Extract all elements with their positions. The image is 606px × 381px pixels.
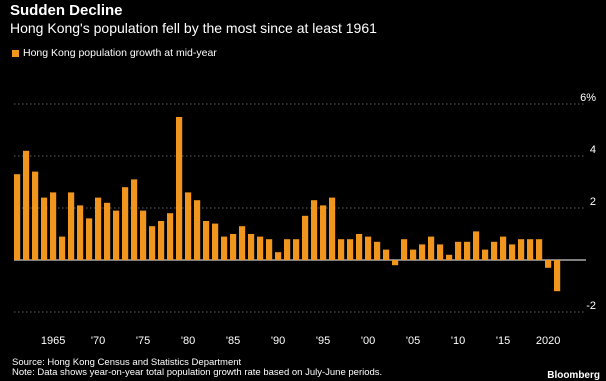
- bar: [446, 254, 453, 260]
- bar: [203, 221, 210, 260]
- bar: [554, 260, 561, 292]
- bar: [212, 223, 219, 260]
- legend-label: Hong Kong population growth at mid-year: [23, 47, 217, 59]
- bar: [302, 215, 309, 260]
- bar: [185, 192, 192, 260]
- bar: [266, 239, 273, 260]
- bar: [311, 200, 318, 260]
- y-tick-label: -2: [586, 300, 596, 312]
- bar: [365, 236, 372, 260]
- brand-logo: Bloomberg: [547, 370, 600, 381]
- bar: [509, 244, 516, 260]
- y-tick-label: 4: [590, 144, 596, 156]
- bar: [77, 205, 84, 260]
- bar: [437, 244, 444, 260]
- bar: [158, 221, 165, 260]
- bar: [59, 236, 66, 260]
- x-tick-label: 2020: [536, 335, 560, 347]
- bar: [176, 117, 183, 260]
- bar: [428, 236, 435, 260]
- bar: [50, 192, 57, 260]
- bar: [221, 236, 228, 260]
- bar: [518, 239, 525, 260]
- x-tick-label: '10: [451, 335, 465, 347]
- bar: [527, 239, 534, 260]
- bar: [41, 197, 48, 260]
- bar: [167, 213, 174, 260]
- bar: [248, 234, 255, 260]
- bar: [374, 241, 381, 260]
- bar: [122, 187, 129, 260]
- bar: [275, 252, 282, 260]
- bar: [86, 218, 93, 260]
- bar: [482, 249, 489, 260]
- bar: [410, 249, 417, 260]
- legend: Hong Kong population growth at mid-year: [12, 46, 217, 60]
- bar: [239, 226, 246, 260]
- bar: [500, 236, 507, 260]
- source-text: Source: Hong Kong Census and Statistics …: [12, 357, 242, 368]
- bar: [320, 205, 327, 260]
- bar: [113, 210, 120, 260]
- bar: [68, 192, 75, 260]
- chart-subtitle: Hong Kong's population fell by the most …: [10, 20, 377, 36]
- x-tick-label: '80: [181, 335, 195, 347]
- x-tick-label: '85: [226, 335, 240, 347]
- x-tick-label: '95: [316, 335, 330, 347]
- x-tick-label: '75: [136, 335, 150, 347]
- bar: [347, 239, 354, 260]
- bar: [104, 202, 111, 260]
- note-text: Note: Data shows year-on-year total popu…: [12, 367, 383, 378]
- bar: [284, 239, 291, 260]
- bar: [383, 249, 390, 260]
- y-tick-label: 2: [590, 196, 596, 208]
- bar: [392, 260, 399, 266]
- bar: [230, 234, 237, 260]
- bar: [23, 150, 30, 260]
- bar: [257, 236, 264, 260]
- bar: [14, 174, 21, 260]
- x-tick-label: '00: [361, 335, 375, 347]
- bar: [32, 171, 39, 260]
- bar: [401, 239, 408, 260]
- bar: [131, 179, 138, 260]
- x-tick-label: '15: [496, 335, 510, 347]
- bar: [293, 239, 300, 260]
- bar: [464, 241, 471, 260]
- bar: [545, 260, 552, 268]
- y-tick-label: 6%: [580, 92, 596, 104]
- bar: [536, 239, 543, 260]
- x-tick-label: '05: [406, 335, 420, 347]
- bar: [473, 231, 480, 260]
- bar: [194, 200, 201, 260]
- bar: [329, 197, 336, 260]
- bar: [491, 241, 498, 260]
- x-tick-label: '90: [271, 335, 285, 347]
- x-tick-label: '70: [91, 335, 105, 347]
- bar: [149, 226, 156, 260]
- x-tick-label: 1965: [41, 335, 65, 347]
- bar: [419, 244, 426, 260]
- bar: [140, 210, 147, 260]
- bar: [338, 239, 345, 260]
- bar: [455, 241, 462, 260]
- legend-swatch: [12, 49, 19, 57]
- chart-title: Sudden Decline: [10, 2, 123, 19]
- bar: [95, 197, 102, 260]
- bar: [356, 234, 363, 260]
